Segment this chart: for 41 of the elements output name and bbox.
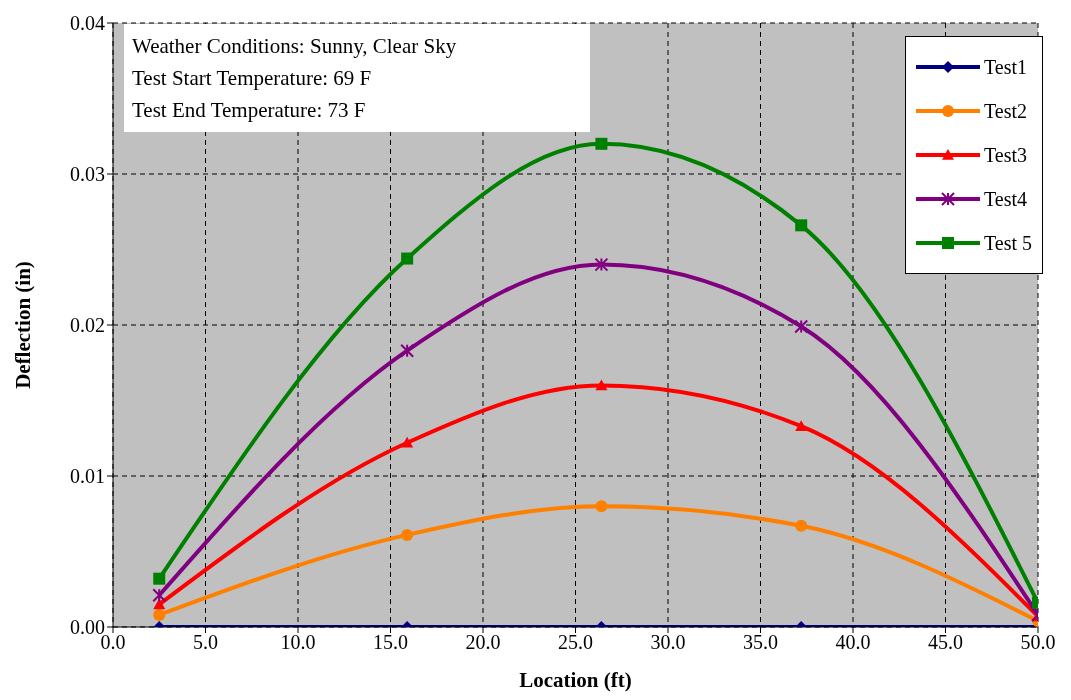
point	[400, 343, 415, 358]
x-axis-title: Location (ft)	[519, 668, 632, 692]
point	[401, 528, 414, 541]
legend-label: Test4	[983, 187, 1027, 211]
point	[153, 572, 166, 585]
x-tick-label: 5.0	[193, 631, 218, 654]
point	[153, 598, 166, 610]
x-tick-label: 15.0	[373, 631, 408, 654]
x-tick-label: 50.0	[1020, 631, 1056, 654]
y-tick-label: 0.01	[70, 465, 105, 488]
x-tick-label: 40.0	[835, 631, 871, 654]
point	[595, 379, 608, 391]
point	[795, 219, 808, 232]
x-tick-label: 45.0	[928, 631, 963, 654]
annotation: Test End Temperature: 73 F	[132, 97, 367, 124]
point	[595, 137, 608, 150]
point	[795, 519, 808, 532]
y-tick-label: 0.04	[70, 12, 105, 35]
point	[152, 588, 167, 603]
annotation: Test Start Temperature: 69 F	[132, 65, 373, 92]
note-box: Weather Conditions: Sunny, Clear Sky Test Start Temperature: 69 F Test End Temperature: 73 F	[124, 24, 590, 132]
x-tick-label: 25.0	[558, 631, 593, 654]
x-tick-label: 10.0	[280, 631, 316, 654]
point	[595, 500, 608, 513]
point	[401, 436, 414, 448]
point	[594, 257, 609, 272]
annotation: Weather Conditions: Sunny, Clear Sky	[132, 33, 458, 60]
point	[153, 608, 166, 621]
point	[401, 252, 414, 265]
y-tick-label: 0.02	[70, 314, 105, 337]
y-tick-label: 0.03	[70, 163, 105, 186]
x-tick-label: 35.0	[743, 631, 778, 654]
x-tick-label: 30.0	[650, 631, 686, 654]
point	[794, 319, 809, 334]
legend-label: Test1	[983, 55, 1027, 79]
legend-label: Test3	[983, 143, 1027, 167]
legend-label: Test 5	[983, 231, 1032, 255]
y-axis-title: Deflection (in)	[11, 261, 36, 389]
legend-label: Test2	[983, 99, 1027, 123]
x-tick-label: 20.0	[465, 631, 501, 654]
point	[795, 420, 808, 431]
